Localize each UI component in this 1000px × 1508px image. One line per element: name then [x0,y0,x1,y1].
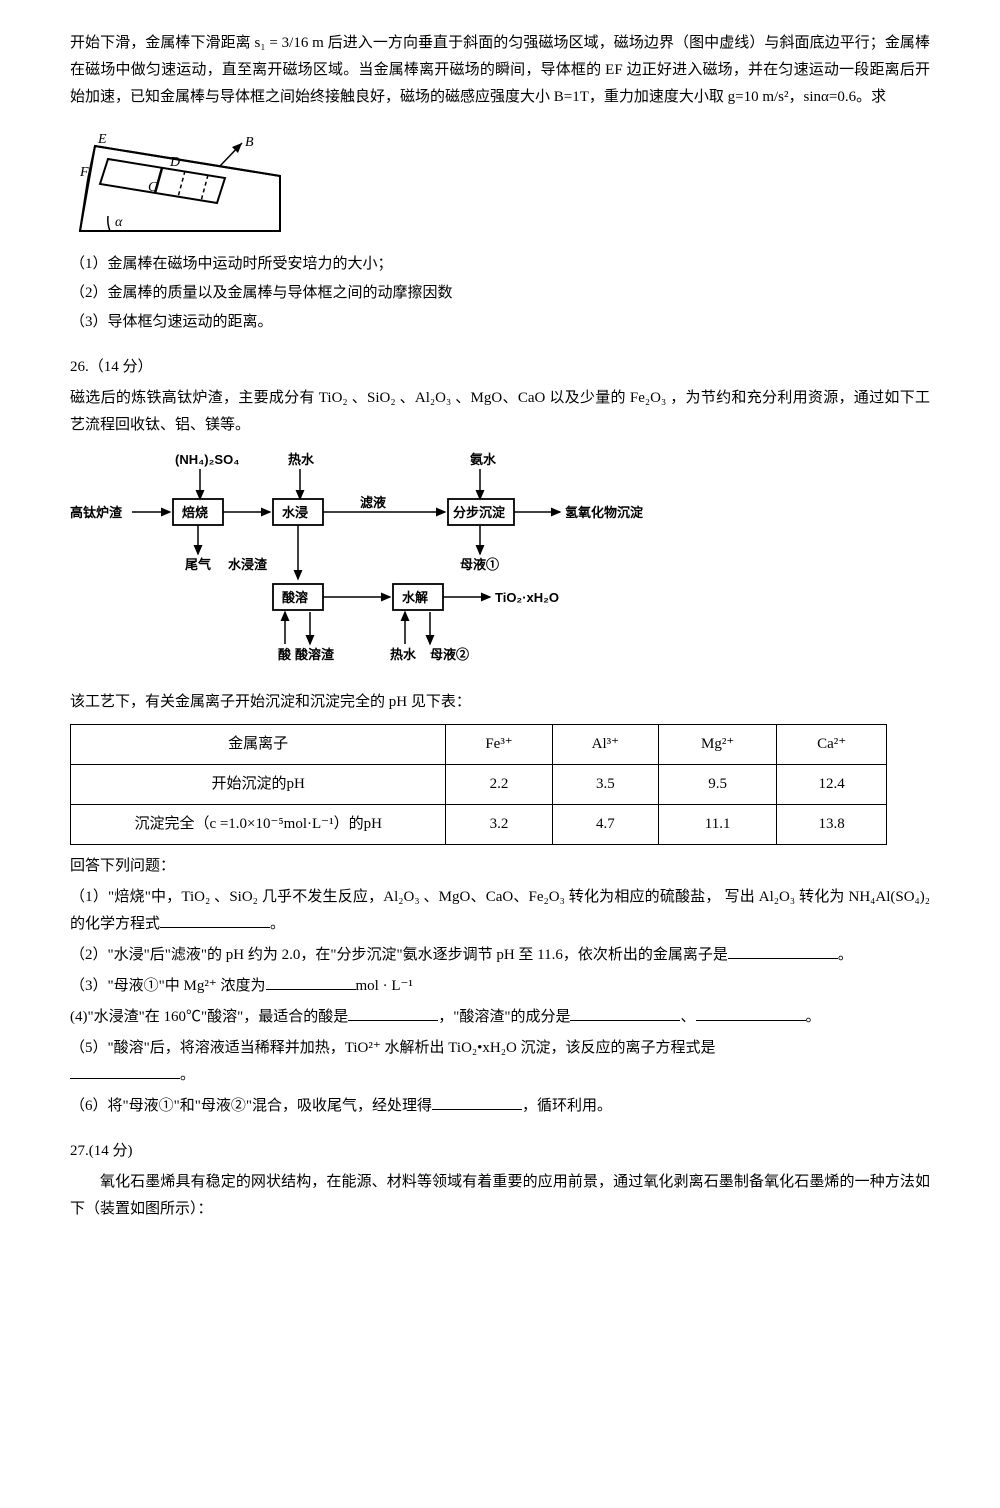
svg-text:水浸渣: 水浸渣 [228,557,268,572]
svg-text:C: C [148,180,158,195]
p26-q3b: mol · L⁻¹ [356,978,413,994]
p26-q4a: (4)"水浸渣"在 160℃"酸溶"，最适合的酸是 [70,1009,348,1025]
svg-text:尾气: 尾气 [185,557,211,572]
svg-text:分步沉淀: 分步沉淀 [453,505,506,520]
blank-q4-3 [696,1006,806,1021]
svg-text:α: α [115,215,123,230]
svg-text:母液②: 母液② [430,647,469,662]
blank-q4-2 [570,1006,680,1021]
blank-q2 [728,944,838,959]
row1-al: 3.5 [552,765,658,805]
svg-text:酸溶渣: 酸溶渣 [295,647,335,662]
svg-text:B: B [245,135,254,150]
p26-q1a: （1）"焙烧"中，TiO₂ 、SiO₂ 几乎不发生反应，Al₂O₃ 、MgO、C… [70,889,721,905]
row1-mg: 9.5 [659,765,777,805]
p26-table-caption: 该工艺下，有关金属离子开始沉淀和沉淀完全的 pH 见下表： [70,689,930,716]
row2-label: 沉淀完全（c =1.0×10⁻⁵mol·L⁻¹）的pH [71,805,446,845]
row1-ca: 12.4 [777,765,887,805]
blank-q1 [160,913,270,928]
svg-text:酸溶: 酸溶 [282,590,308,605]
p25-q1: （1）金属棒在磁场中运动时所受安培力的大小； [70,251,930,278]
p26-q2a: （2）"水浸"后"滤液"的 pH 约为 2.0，在"分步沉淀"氨水逐步调节 pH… [70,947,728,963]
row2-ca: 13.8 [777,805,887,845]
p26-q5b: 。 [180,1067,195,1083]
svg-text:TiO₂·xH₂O: TiO₂·xH₂O [495,590,559,605]
svg-text:母液①: 母液① [460,557,499,572]
svg-text:(NH₄)₂SO₄: (NH₄)₂SO₄ [175,452,239,467]
p26-q4c: 、 [680,1009,695,1025]
svg-text:高钛炉渣: 高钛炉渣 [70,505,123,520]
blank-q4-1 [348,1006,438,1021]
svg-text:氢氧化物沉淀: 氢氧化物沉淀 [565,505,644,520]
p26-q4b: ，"酸溶渣"的成分是 [438,1009,570,1025]
svg-text:热水: 热水 [288,452,315,467]
p26-intro: 磁选后的炼铁高钛炉渣，主要成分有 TiO₂ 、SiO₂ 、Al₂O₃ 、MgO、… [70,385,930,439]
p25-q3: （3）导体框匀速运动的距离。 [70,309,930,336]
p26-q4: (4)"水浸渣"在 160℃"酸溶"，最适合的酸是 ，"酸溶渣"的成分是 、 。 [70,1004,930,1031]
p26-q3: （3）"母液①"中 Mg²⁺ 浓度为 mol · L⁻¹ [70,973,930,1000]
p26-q3a: （3）"母液①"中 Mg²⁺ 浓度为 [70,978,266,994]
row2-mg: 11.1 [659,805,777,845]
p26-q6: （6）将"母液①"和"母液②"混合，吸收尾气，经处理得 ，循环利用。 [70,1093,930,1120]
p26-q5a: （5）"酸溶"后，将溶液适当稀释并加热，TiO²⁺ 水解析出 TiO₂•xH₂O… [70,1040,716,1056]
p26-q4d: 。 [806,1009,821,1025]
svg-text:水浸: 水浸 [282,505,308,520]
blank-q5 [70,1064,180,1079]
th-ion: 金属离子 [71,725,446,765]
blank-q6 [432,1095,522,1110]
th-mg: Mg²⁺ [659,725,777,765]
svg-text:酸: 酸 [278,647,292,662]
p25-q2: （2）金属棒的质量以及金属棒与导体框之间的动摩擦因数 [70,280,930,307]
p26-q6b: ，循环利用。 [522,1098,612,1114]
svg-text:E: E [97,132,107,147]
p26-q2: （2）"水浸"后"滤液"的 pH 约为 2.0，在"分步沉淀"氨水逐步调节 pH… [70,942,930,969]
blank-q3 [266,975,356,990]
row2-al: 4.7 [552,805,658,845]
p26-q6a: （6）将"母液①"和"母液②"混合，吸收尾气，经处理得 [70,1098,432,1114]
svg-text:滤液: 滤液 [360,495,386,510]
row1-label: 开始沉淀的pH [71,765,446,805]
p26-q1: （1）"焙烧"中，TiO₂ 、SiO₂ 几乎不发生反应，Al₂O₃ 、MgO、C… [70,884,930,938]
p26-q5: （5）"酸溶"后，将溶液适当稀释并加热，TiO²⁺ 水解析出 TiO₂•xH₂O… [70,1035,930,1089]
incline-diagram: E F C D B α [70,121,930,241]
p26-q2b: 。 [838,947,853,963]
p26-q1c: 。 [270,916,285,932]
p26-answer-header: 回答下列问题： [70,853,930,880]
svg-text:热水: 热水 [390,647,417,662]
ph-table: 金属离子 Fe³⁺ Al³⁺ Mg²⁺ Ca²⁺ 开始沉淀的pH 2.2 3.5… [70,724,887,845]
th-fe: Fe³⁺ [446,725,552,765]
svg-text:焙烧: 焙烧 [181,505,208,520]
th-ca: Ca²⁺ [777,725,887,765]
p26-number: 26.（14 分） [70,354,930,381]
svg-text:D: D [169,155,180,170]
p27-number: 27.(14 分) [70,1138,930,1165]
svg-text:氨水: 氨水 [469,452,497,467]
th-al: Al³⁺ [552,725,658,765]
svg-text:水解: 水解 [402,590,428,605]
p27-intro: 氧化石墨烯具有稳定的网状结构，在能源、材料等领域有着重要的应用前景，通过氧化剥离… [70,1169,930,1223]
row1-fe: 2.2 [446,765,552,805]
flow-diagram: .fl { font-family: SimHei, sans-serif; f… [70,449,930,679]
svg-text:F: F [79,165,89,180]
p25-intro: 开始下滑，金属棒下滑距离 s₁ = 3/16 m 后进入一方向垂直于斜面的匀强磁… [70,30,930,111]
row2-fe: 3.2 [446,805,552,845]
